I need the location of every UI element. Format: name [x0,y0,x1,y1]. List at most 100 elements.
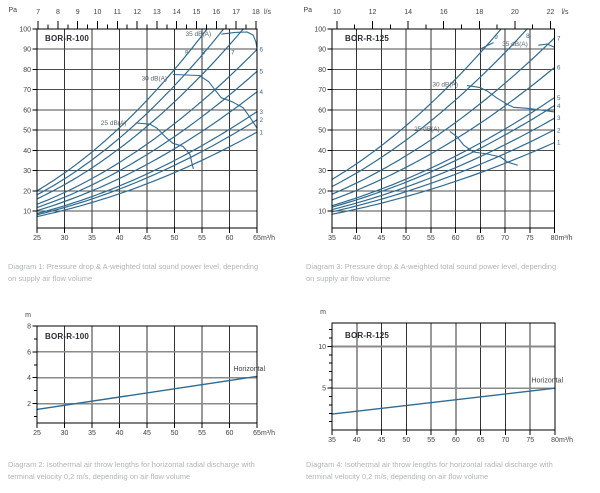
x-tick-label: 35 [328,437,336,444]
y-tick-label: 50 [23,128,31,135]
sound-level-contour [481,42,494,49]
x-tick-label: 75 [526,437,534,444]
top-tick-label: 17 [232,9,240,16]
diagram3-caption: Diagram 3: Pressure drop & A-weighted to… [306,261,557,283]
x-tick-label: 55 [198,430,206,437]
diagram2-caption: Diagram 2: Isothermal air throw lengths … [8,459,255,481]
x-axis-unit-label: m³/h [261,430,275,437]
y-axis-unit-label: m [320,309,326,316]
fan-curve [331,28,528,188]
x-tick-label: 80 [551,235,559,242]
diagram1-caption: Diagram 1: Pressure drop & A-weighted to… [8,261,259,283]
y-tick-label: 20 [23,188,31,195]
x-tick-label: 65 [477,437,485,444]
x-tick-label: 70 [502,437,510,444]
x-tick-label: 35 [88,430,96,437]
y-axis-unit-label: m [25,312,31,319]
top-axis-unit-label: l/s [562,9,570,16]
y-tick-label: 80 [23,67,31,74]
top-tick-label: 18 [252,9,260,16]
top-tick-label: 11 [114,9,121,16]
x-axis-unit-label: m³/h [559,235,573,242]
fan-curve [331,28,502,181]
x-tick-label: 65 [253,430,261,437]
y-tick-label: 70 [318,87,326,94]
diagram1-block: 25 30 35 40 45 50 55 60 65 m³/h 10 20 30 40 50 60 70 80 90… [0,0,300,250]
x-tick-label: 25 [33,430,41,437]
y-tick-label: 20 [318,188,326,195]
top-tick-label: 10 [94,9,102,16]
y-tick-label: 60 [318,107,326,114]
x-axis-unit-label: m³/h [559,437,573,444]
fan-curve-label: 7 [231,49,235,56]
top-tick-label: 14 [173,9,181,16]
top-tick-label: 16 [440,9,448,16]
y-axis-unit-label: Pa [8,7,17,14]
fan-curve-label: 1 [260,129,264,136]
plot-border [331,28,556,229]
sound-level-label: 25 dB(A) [101,120,127,127]
sound-level-label: 35 dB(A) [186,31,212,38]
fan-curve-label: 9 [494,34,498,41]
fan-curve [36,70,258,209]
x-tick-label: 30 [61,430,69,437]
fan-curve-label: 2 [260,117,264,124]
y-tick-label: 5 [322,386,326,393]
fan-curve-label: 8 [201,49,205,56]
y-tick-label: 6 [27,349,31,356]
diagram3-title: BOR-R-125 [345,34,390,43]
x-axis-unit-label: m³/h [261,235,275,242]
fan-curve [36,48,258,205]
y-tick-label: 4 [27,375,31,382]
sound-level-contour [172,73,258,129]
y-tick-label: 30 [23,168,31,175]
y-tick-label: 60 [23,107,31,114]
y-tick-label: 30 [318,168,326,175]
sound-level-contour [466,85,556,113]
y-tick-label: 90 [23,47,31,54]
diagram4-throw-chart: 35 40 45 50 55 60 65 70 75 80 m³/h 5 10 m Horizontal [318,309,573,444]
throw-length-line [331,387,556,415]
y-tick-label: 90 [318,47,326,54]
fan-curve-label: 5 [557,95,561,102]
x-tick-label: 65 [476,235,484,242]
y-tick-label: 50 [318,128,326,135]
sound-level-label: 25 dB(A) [414,126,440,133]
diagram4-block: 35 40 45 50 55 60 65 70 75 80 m³/h 5 10 m Horizontal [300,300,600,470]
sound-level-contour [449,131,518,166]
fan-curve [331,96,556,207]
x-tick-label: 50 [402,437,410,444]
fan-curve [331,141,556,215]
diagram4-title: BOR-R-125 [345,331,390,340]
y-tick-label: 40 [23,148,31,155]
fan-curve [36,110,258,215]
y-tick-label: 8 [27,324,31,331]
x-tick-label: 60 [226,235,234,242]
x-tick-label: 55 [198,235,206,242]
fan-curve [36,28,208,192]
y-tick-label: 100 [19,27,31,34]
x-tick-label: 45 [378,235,386,242]
fan-curve-label: 7 [557,35,561,42]
x-tick-label: 25 [33,235,41,242]
top-tick-label: 18 [475,9,483,16]
diagram2-title: BOR-R-100 [45,332,90,341]
sound-level-contour [221,31,258,49]
x-tick-label: 60 [452,437,460,444]
throw-length-line [36,375,258,411]
x-tick-label: 80 [551,437,559,444]
top-tick-label: 12 [133,9,141,16]
x-tick-label: 45 [143,235,151,242]
fan-curve-label: 6 [260,46,264,53]
x-tick-label: 50 [171,430,179,437]
diagram1-pressure-chart: 25 30 35 40 45 50 55 60 65 m³/h102030405060708090… [8,7,275,242]
fan-curve-label: 3 [260,109,264,116]
top-tick-label: 13 [153,9,161,16]
x-tick-label: 35 [88,235,96,242]
y-tick-label: 100 [314,27,326,34]
sound-level-label: 30 dB(A) [432,82,458,89]
x-tick-label: 75 [526,235,534,242]
x-tick-label: 70 [501,235,509,242]
diagram2-block: 25 30 35 40 45 50 55 60 65 m³/h 2 4 6 8 m Horizontal [0,300,300,470]
top-tick-label: 15 [193,9,201,16]
